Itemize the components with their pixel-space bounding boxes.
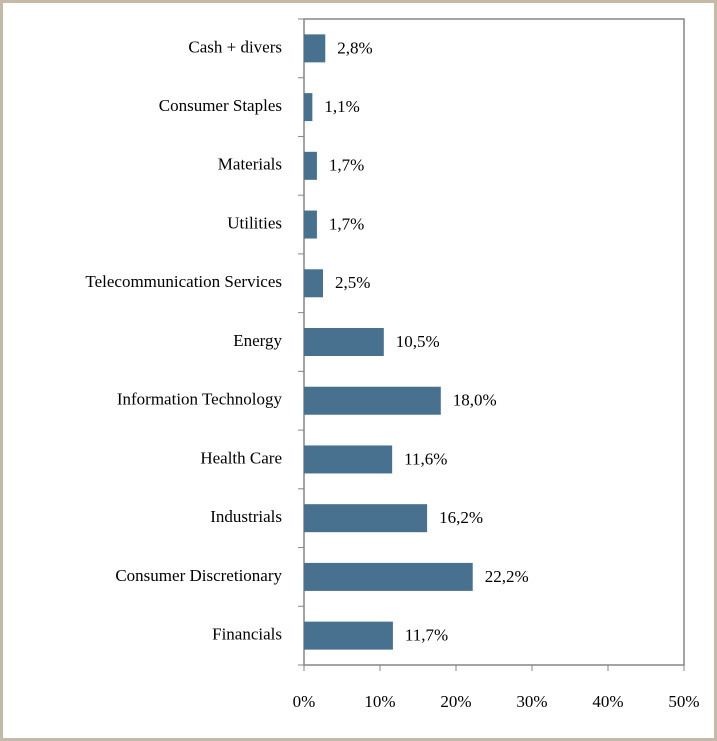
- bar: [304, 210, 317, 239]
- bar: [304, 269, 323, 298]
- bar: [304, 34, 326, 63]
- y-tick-label: Health Care: [200, 448, 282, 467]
- y-tick-label: Information Technology: [117, 390, 283, 409]
- value-label: 2,5%: [335, 273, 370, 292]
- y-tick-label: Financials: [212, 625, 282, 644]
- y-tick-label: Cash + divers: [188, 37, 282, 56]
- y-tick-label: Telecommunication Services: [85, 272, 282, 291]
- value-label: 1,7%: [329, 156, 364, 175]
- bar: [304, 151, 317, 180]
- x-tick-label: 10%: [364, 692, 395, 711]
- x-tick-label: 20%: [440, 692, 471, 711]
- value-label: 1,1%: [324, 97, 359, 116]
- value-label: 11,7%: [405, 626, 448, 645]
- y-tick-label: Industrials: [210, 507, 282, 526]
- value-label: 1,7%: [329, 214, 364, 233]
- value-label: 2,8%: [337, 38, 372, 57]
- x-tick-label: 0%: [293, 692, 316, 711]
- x-tick-label: 30%: [516, 692, 547, 711]
- value-label: 10,5%: [396, 332, 440, 351]
- value-label: 22,2%: [485, 567, 529, 586]
- y-tick-label: Consumer Discretionary: [115, 566, 282, 585]
- bar: [304, 328, 384, 356]
- y-tick-label: Energy: [233, 331, 282, 350]
- x-tick-label: 50%: [668, 692, 699, 711]
- y-tick-label: Consumer Staples: [159, 96, 282, 115]
- value-label: 11,6%: [404, 449, 447, 468]
- bar: [304, 621, 393, 650]
- bar: [304, 504, 428, 533]
- x-tick-label: 40%: [592, 692, 623, 711]
- bar: [304, 562, 473, 591]
- bar: [304, 93, 313, 122]
- value-label: 16,2%: [439, 508, 483, 527]
- y-tick-label: Materials: [218, 155, 282, 174]
- bar: [304, 386, 441, 415]
- value-label: 18,0%: [453, 391, 497, 410]
- y-tick-label: Utilities: [227, 213, 282, 232]
- bar: [304, 445, 393, 474]
